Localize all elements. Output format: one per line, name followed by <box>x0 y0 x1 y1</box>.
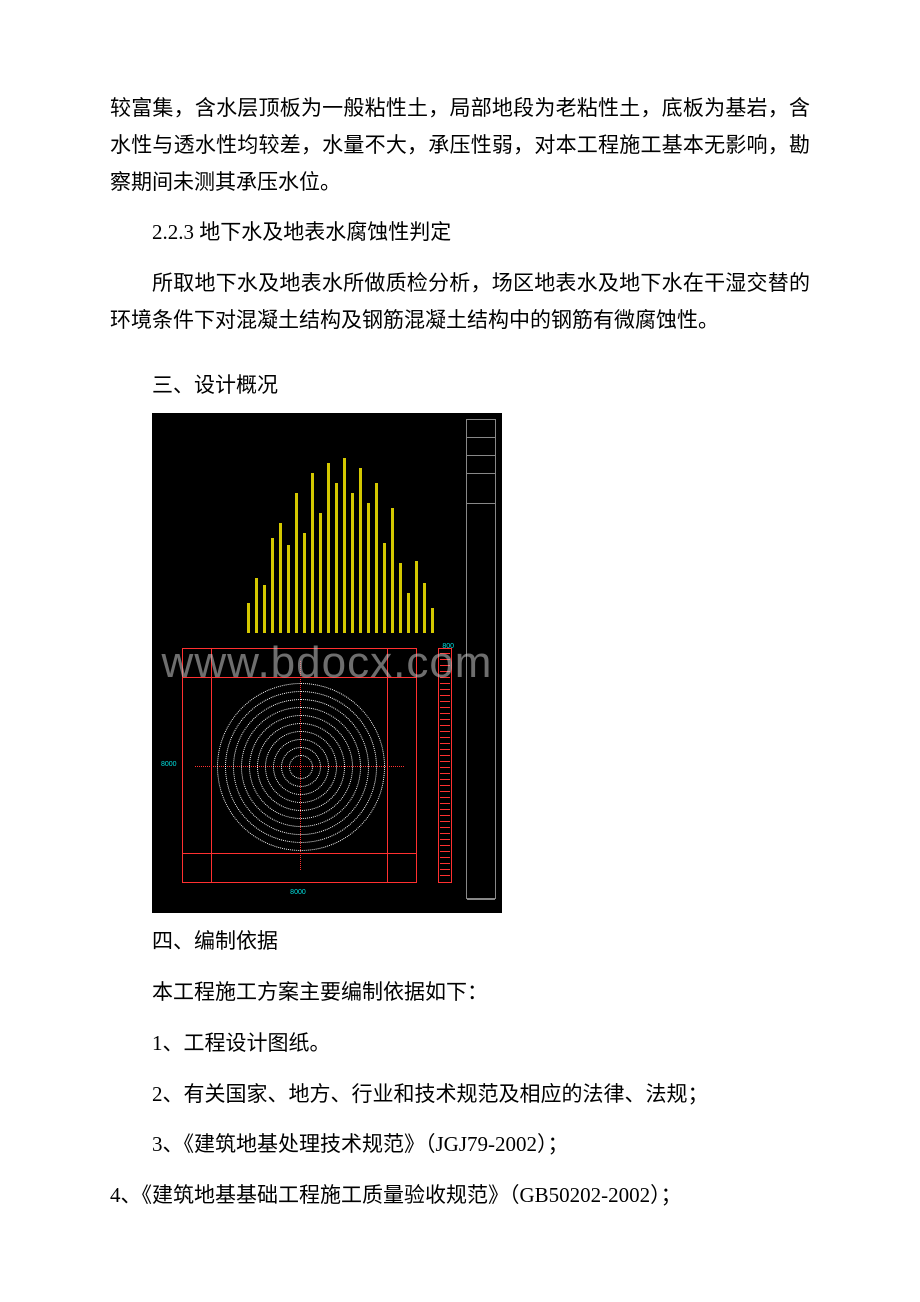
concentric-circle <box>289 755 313 779</box>
annotation-text-column <box>407 593 410 633</box>
section-4-heading: 四、编制依据 <box>110 923 810 960</box>
hatch-line <box>440 725 450 726</box>
annotation-text-column <box>351 493 354 633</box>
annotation-text-column <box>359 468 362 633</box>
hatch-line <box>440 737 450 738</box>
hatch-line <box>440 809 450 810</box>
hatch-line <box>440 659 450 660</box>
annotation-text-column <box>255 578 258 633</box>
annotation-text-column <box>383 543 386 633</box>
titleblock-cell <box>467 438 495 456</box>
annotation-text-column <box>311 473 314 633</box>
paragraph-continuation: 较富集，含水层顶板为一般粘性土，局部地段为老粘性土，底板为基岩，含水性与透水性均… <box>110 90 810 200</box>
annotation-text-column <box>271 538 274 633</box>
hatch-line <box>440 755 450 756</box>
hatch-line <box>440 773 450 774</box>
annotation-text-column <box>391 508 394 633</box>
hatch-line <box>440 653 450 654</box>
annotation-text-column <box>295 493 298 633</box>
annotation-text-column <box>335 483 338 633</box>
cad-annotation-text-block <box>247 453 467 633</box>
annotation-text-column <box>343 458 346 633</box>
annotation-text-column <box>279 523 282 633</box>
annotation-text-column <box>247 603 250 633</box>
hatch-line <box>440 719 450 720</box>
hatch-line <box>440 815 450 816</box>
annotation-text-column <box>423 583 426 633</box>
list-item-3: 3、《建筑地基处理技术规范》（JGJ79-2002）； <box>110 1126 810 1163</box>
hatch-line <box>440 827 450 828</box>
hatch-line <box>440 785 450 786</box>
hatch-line <box>440 863 450 864</box>
titleblock-cell <box>467 420 495 438</box>
annotation-text-column <box>287 545 290 633</box>
hatch-line <box>440 845 450 846</box>
hatch-line <box>440 821 450 822</box>
cad-drawing-image: 8000 8000 800 www.bdocx.com <box>152 413 502 913</box>
subsection-heading-2-2-3: 2.2.3 地下水及地表水腐蚀性判定 <box>110 214 810 251</box>
hatch-line <box>440 713 450 714</box>
hatch-line <box>440 791 450 792</box>
hatch-line <box>440 695 450 696</box>
hatch-line <box>440 851 450 852</box>
annotation-text-column <box>303 533 306 633</box>
section-3-heading: 三、设计概况 <box>110 367 810 404</box>
titleblock-cell <box>467 474 495 504</box>
hatch-line <box>440 707 450 708</box>
hatch-line <box>440 875 450 876</box>
list-item-2: 2、有关国家、地方、行业和技术规范及相应的法律、法规； <box>110 1076 810 1113</box>
hatch-line <box>440 803 450 804</box>
hatch-line <box>440 761 450 762</box>
hatch-line <box>440 677 450 678</box>
hatch-line <box>440 833 450 834</box>
list-item-4: 4、《建筑地基基础工程施工质量验收规范》（GB50202-2002）； <box>110 1177 810 1214</box>
list-item-1: 1、工程设计图纸。 <box>110 1025 810 1062</box>
annotation-text-column <box>327 463 330 633</box>
annotation-text-column <box>415 561 418 633</box>
hatch-line <box>440 767 450 768</box>
titleblock-cell <box>467 456 495 474</box>
hatch-line <box>440 689 450 690</box>
hatch-line <box>440 665 450 666</box>
annotation-text-column <box>319 513 322 633</box>
hatch-line <box>440 743 450 744</box>
hatch-line <box>440 839 450 840</box>
hatch-line <box>440 749 450 750</box>
dimension-label: 8000 <box>161 761 177 768</box>
paragraph-basis-intro: 本工程施工方案主要编制依据如下： <box>110 974 810 1011</box>
titleblock-cell <box>467 504 495 900</box>
paragraph-corrosion: 所取地下水及地表水所做质检分析，场区地表水及地下水在干湿交替的环境条件下对混凝土… <box>110 265 810 339</box>
hatch-line <box>440 731 450 732</box>
hatch-line <box>440 869 450 870</box>
hatch-line <box>440 857 450 858</box>
hatch-line <box>440 683 450 684</box>
dimension-label: 8000 <box>290 889 306 896</box>
annotation-text-column <box>399 563 402 633</box>
cad-section-bar <box>438 648 452 883</box>
hatch-line <box>440 701 450 702</box>
hatch-line <box>440 797 450 798</box>
cad-titleblock <box>466 419 496 899</box>
hatch-line <box>440 671 450 672</box>
annotation-text-column <box>367 503 370 633</box>
annotation-text-column <box>263 585 266 633</box>
cad-plan-outline: 8000 8000 <box>182 648 417 883</box>
annotation-text-column <box>375 483 378 633</box>
annotation-text-column <box>431 608 434 633</box>
hatch-line <box>440 779 450 780</box>
